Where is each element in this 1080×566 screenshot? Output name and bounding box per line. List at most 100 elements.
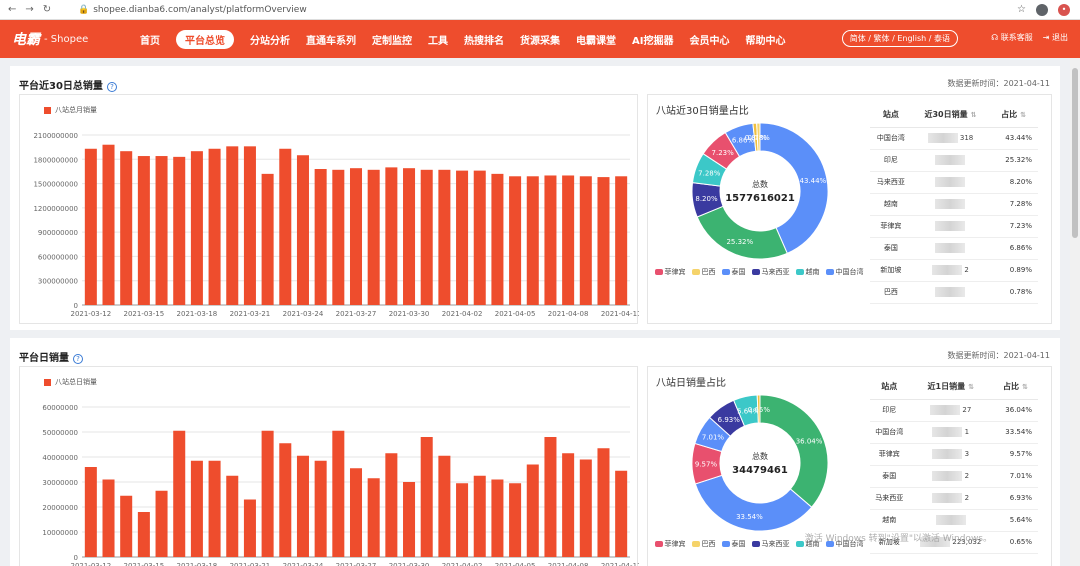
chart-legend[interactable]: 八站总月销量 — [44, 105, 97, 115]
forward-arrow-icon[interactable]: → — [25, 4, 34, 15]
logout-icon: ⇥ — [1042, 33, 1052, 42]
legend-label: 八站总月销量 — [55, 106, 97, 114]
bar — [526, 464, 539, 557]
nav-item[interactable]: AI挖掘器 — [632, 35, 674, 47]
nav-item[interactable]: 会员中心 — [689, 35, 730, 47]
pie-legend-swatch — [795, 541, 804, 547]
nav-item[interactable]: 货源采集 — [520, 35, 560, 47]
y-tick-label: 60000000 — [42, 404, 78, 412]
y-tick-label: 1500000000 — [33, 181, 78, 189]
table-row: 巴西 0.78% — [870, 281, 1038, 304]
address-bar[interactable]: 🔒 shopee.dianba6.com/analyst/platformOver… — [70, 2, 1017, 18]
update-time: 数据更新时间：2021-04-11 — [947, 351, 1051, 360]
x-tick-label: 2021-03-27 — [336, 562, 377, 566]
table-header-cell[interactable]: 占比 ⇅ — [989, 103, 1038, 128]
nav-item[interactable]: 电霸课堂 — [576, 35, 616, 47]
lock-icon: 🔒 — [78, 4, 90, 15]
pie-legend-item[interactable]: 泰国 — [721, 539, 746, 549]
percent-cell: 5.64% — [992, 509, 1038, 532]
panel-title-text: 平台日销量 — [19, 353, 69, 364]
nav-item[interactable]: 帮助中心 — [745, 35, 786, 47]
nav-item[interactable]: 首页 — [140, 35, 160, 47]
sort-icon[interactable]: ⇅ — [968, 383, 974, 392]
table-row: 马来西亚 2 6.93% — [870, 487, 1038, 510]
reload-icon[interactable]: ↻ — [42, 4, 52, 15]
logo[interactable]: 电霸 - Shopee — [0, 29, 130, 49]
pie-legend-item[interactable]: 泰国 — [721, 267, 746, 277]
table-header-cell: 站点 — [870, 103, 912, 128]
bar — [579, 459, 592, 557]
language-switch[interactable]: 简体 / 繁体 / English / 泰语 — [841, 30, 958, 47]
help-icon[interactable]: ? — [73, 354, 83, 364]
bar-chart-svg: 0 10000000 20000000 30000000 40000000 5000000… — [42, 404, 639, 566]
pie-legend-swatch — [691, 541, 700, 547]
table-header-cell[interactable]: 占比 ⇅ — [992, 375, 1038, 400]
pie-slice — [759, 122, 829, 254]
site-cell: 中国台湾 — [870, 127, 912, 150]
site-cell: 巴西 — [870, 281, 912, 304]
bar — [615, 470, 628, 557]
logout-link[interactable]: ⇥ 退出 — [1043, 32, 1068, 43]
sort-icon[interactable]: ⇅ — [1020, 111, 1027, 120]
pie-legend-item[interactable]: 中国台湾 — [825, 539, 864, 549]
star-icon[interactable]: ☆ — [1017, 4, 1026, 15]
y-tick-label: 40000000 — [42, 454, 78, 462]
main-menu: 首页 平台总览 分站分析 直通车系列 定制监控 工具 热搜排名 货源采集 电霸课堂 AI挖掘器 会员… — [140, 29, 786, 49]
percent-cell: 9.57% — [992, 443, 1038, 466]
x-tick-label: 2021-03-21 — [230, 310, 271, 318]
pie-percent-label: 0.78% — [748, 134, 771, 142]
pie-legend-item[interactable]: 巴西 — [691, 539, 716, 549]
sales-cell — [911, 149, 990, 172]
masked-value — [935, 221, 966, 231]
logout-label: 退出 — [1052, 33, 1068, 42]
chart-legend[interactable]: 八站总日销量 — [44, 377, 97, 387]
percent-cell: 8.20% — [989, 171, 1038, 194]
pie-legend-item[interactable]: 马来西亚 — [751, 267, 790, 277]
panel-title: 平台日销量? — [19, 349, 83, 364]
bar — [349, 168, 363, 305]
x-tick-label: 2021-04-05 — [495, 562, 536, 566]
pie-percent-label: 7.23% — [712, 149, 735, 157]
scrollbar-thumb[interactable] — [1072, 68, 1078, 238]
sort-icon[interactable]: ⇅ — [1022, 383, 1028, 392]
pie-legend-label: 越南 — [805, 268, 820, 276]
nav-item[interactable]: 热搜排名 — [464, 35, 504, 47]
nav-item[interactable]: 平台总览 — [176, 29, 234, 49]
masked-value — [932, 265, 963, 275]
bar — [137, 156, 150, 305]
pie-percent-label: 6.86% — [732, 137, 755, 145]
pie-legend-item[interactable]: 马来西亚 — [751, 539, 790, 549]
table-row: 菲律宾 7.23% — [870, 215, 1038, 238]
sort-icon[interactable]: ⇅ — [970, 111, 977, 120]
table-header-cell[interactable]: 近30日销量 ⇅ — [911, 103, 990, 128]
nav-item[interactable]: 定制监控 — [372, 35, 412, 47]
pie-percent-label: 25.32% — [726, 238, 753, 246]
pie-legend-item[interactable]: 中国台湾 — [825, 267, 864, 277]
pie-legend-item[interactable]: 越南 — [795, 267, 820, 277]
pie-center-value: 34479461 — [732, 465, 788, 476]
nav-item[interactable]: 工具 — [428, 35, 448, 47]
pie-legend-item[interactable]: 菲律宾 — [654, 539, 686, 549]
pie-legend-item[interactable]: 巴西 — [691, 267, 716, 277]
bar — [349, 468, 363, 557]
page-scrollbar[interactable] — [1070, 58, 1080, 566]
masked-value — [932, 493, 963, 503]
nav-item[interactable]: 分站分析 — [250, 35, 290, 47]
bar — [367, 169, 380, 305]
pie-legend-item[interactable]: 越南 — [795, 539, 820, 549]
bar — [597, 448, 610, 557]
pie-legend-swatch — [691, 269, 700, 275]
bar — [332, 169, 345, 305]
pie-legend-label: 马来西亚 — [761, 540, 790, 548]
masked-value — [935, 155, 966, 165]
contact-link[interactable]: ☊ 联系客服 — [991, 32, 1033, 43]
extension-icon[interactable]: • — [1058, 3, 1070, 16]
help-icon[interactable]: ? — [106, 82, 117, 92]
profile-avatar-icon[interactable] — [1036, 3, 1048, 16]
table-row: 印尼 25.32% — [870, 149, 1038, 172]
back-arrow-icon[interactable]: ← — [8, 4, 17, 15]
nav-item[interactable]: 直通车系列 — [306, 35, 356, 47]
table-header-cell[interactable]: 近1日销量 ⇅ — [908, 375, 993, 400]
pie-legend-item[interactable]: 菲律宾 — [654, 267, 686, 277]
bar-chart-svg: 0 300000000 600000000 900000000 1200000000 15… — [33, 132, 639, 318]
